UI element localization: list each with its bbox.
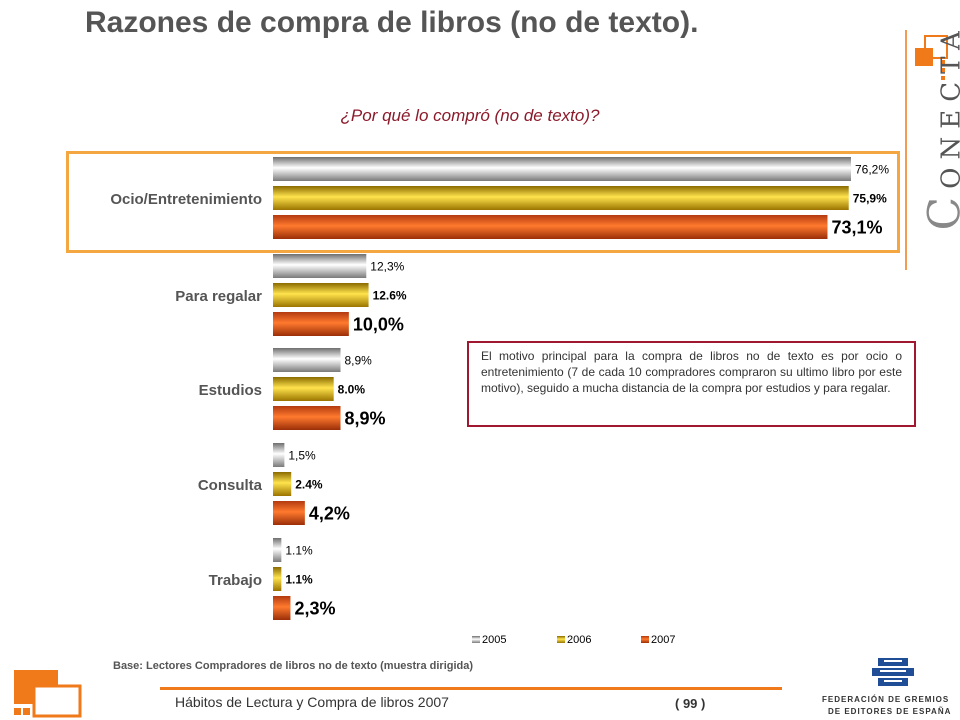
value-label-trabajo-2007: 2,3% <box>294 598 335 618</box>
corner-squares-icon <box>14 670 82 718</box>
value-label-trabajo-2006: 1.1% <box>285 572 313 586</box>
highlight-box <box>66 151 900 253</box>
bar-estudios-2007 <box>273 406 341 430</box>
conecta-logo-text: CONECTA <box>920 23 960 231</box>
bar-para-regalar-2007 <box>273 312 349 336</box>
summary-note: El motivo principal para la compra de li… <box>467 341 916 427</box>
value-label-ocio-entretenimiento-2005: 76,2% <box>855 162 889 176</box>
conecta-rest: ONECTA <box>936 23 960 189</box>
legend-label-2005: 2005 <box>482 634 506 646</box>
federation-logo-icon <box>872 658 914 686</box>
legend-swatch-2007 <box>641 636 649 643</box>
footer-divider <box>160 687 782 690</box>
page-number: ( 99 ) <box>675 696 706 711</box>
bar-para-regalar-2006 <box>273 283 369 307</box>
value-label-consulta-2005: 1,5% <box>288 448 316 462</box>
category-label-para-regalar: Para regalar <box>175 288 262 305</box>
bar-ocio-entretenimiento-2006 <box>273 186 849 210</box>
conecta-logo-frame <box>905 30 948 270</box>
bar-ocio-entretenimiento-2005 <box>273 157 851 181</box>
footer-text: Hábitos de Lectura y Compra de libros 20… <box>175 694 449 710</box>
value-label-estudios-2006: 8.0% <box>338 382 366 396</box>
value-label-para-regalar-2005: 12,3% <box>370 259 404 273</box>
federation-line-2: DE EDITORES DE ESPAÑA <box>828 707 952 716</box>
value-label-estudios-2005: 8,9% <box>345 353 373 367</box>
federation-line-1: FEDERACIÓN DE GREMIOS <box>822 695 950 704</box>
chart-subtitle: ¿Por qué lo compró (no de texto)? <box>340 106 600 125</box>
bar-consulta-2006 <box>273 472 292 496</box>
legend-swatch-2006 <box>557 636 565 643</box>
value-label-consulta-2006: 2.4% <box>295 477 323 491</box>
value-label-para-regalar-2007: 10,0% <box>353 314 404 334</box>
bar-para-regalar-2005 <box>273 254 367 278</box>
category-label-estudios: Estudios <box>199 382 262 399</box>
value-label-para-regalar-2006: 12.6% <box>373 288 407 302</box>
federation-name: FEDERACIÓN DE GREMIOS DE EDITORES DE ESP… <box>822 694 951 718</box>
value-label-ocio-entretenimiento-2006: 75,9% <box>853 191 887 205</box>
value-label-estudios-2007: 8,9% <box>345 408 386 428</box>
conecta-initial: C <box>920 189 960 231</box>
base-note: Base: Lectores Compradores de libros no … <box>113 660 474 672</box>
category-label-trabajo: Trabajo <box>209 572 262 589</box>
value-label-ocio-entretenimiento-2007: 73,1% <box>831 217 882 237</box>
bar-trabajo-2007 <box>273 596 291 620</box>
bar-estudios-2005 <box>273 348 341 372</box>
bar-estudios-2006 <box>273 377 334 401</box>
bar-consulta-2007 <box>273 501 305 525</box>
bar-trabajo-2005 <box>273 538 282 562</box>
legend-label-2007: 2007 <box>651 634 675 646</box>
value-label-trabajo-2005: 1.1% <box>285 543 313 557</box>
category-label-consulta: Consulta <box>198 477 263 494</box>
bar-ocio-entretenimiento-2007 <box>273 215 828 239</box>
category-label-ocio-entretenimiento: Ocio/Entretenimiento <box>110 191 262 208</box>
bar-consulta-2005 <box>273 443 285 467</box>
legend-swatch-2005 <box>472 636 480 643</box>
legend-label-2006: 2006 <box>567 634 591 646</box>
page-title: Razones de compra de libros (no de texto… <box>85 6 699 39</box>
value-label-consulta-2007: 4,2% <box>309 503 350 523</box>
bar-trabajo-2006 <box>273 567 282 591</box>
